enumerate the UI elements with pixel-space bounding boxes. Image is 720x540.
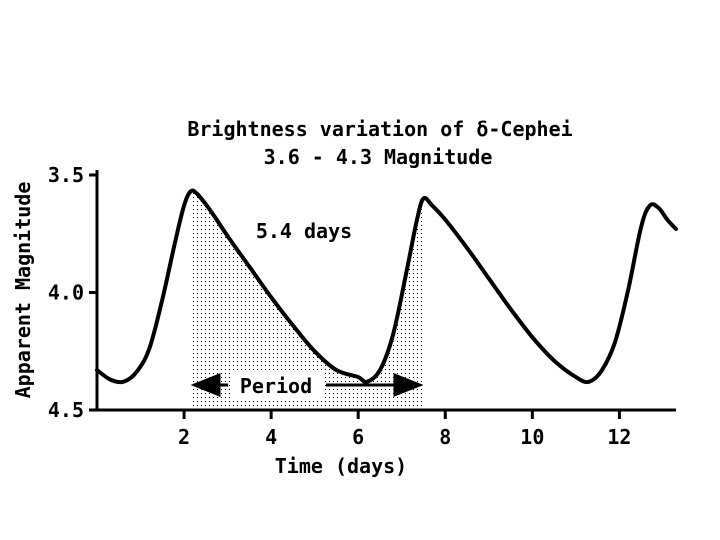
series-line-brightness bbox=[95, 188, 678, 385]
y-tick-label: 4.0 bbox=[48, 281, 84, 305]
y-axis-title: Apparent Magnitude bbox=[11, 182, 35, 399]
x-tick-label: 4 bbox=[265, 425, 277, 449]
y-tick-label: 4.5 bbox=[48, 398, 84, 422]
period-label-backdrop bbox=[230, 371, 322, 399]
period-value-label: 5.4 days bbox=[256, 219, 352, 243]
x-tick-label: 12 bbox=[607, 425, 631, 449]
x-tick-label: 2 bbox=[178, 425, 190, 449]
chart-title: Brightness variation of δ-Cephei bbox=[187, 117, 572, 141]
x-axis-title: Time (days) bbox=[275, 454, 407, 478]
y-tick-label: 3.5 bbox=[48, 163, 84, 187]
y-axis-ticks: 3.5 4.0 4.5 bbox=[48, 163, 97, 422]
period-shaded-area bbox=[190, 191, 424, 410]
chart-subtitle: 3.6 - 4.3 Magnitude bbox=[264, 145, 493, 169]
x-tick-label: 6 bbox=[352, 425, 364, 449]
period-label: Period bbox=[240, 374, 312, 398]
x-tick-label: 10 bbox=[520, 425, 544, 449]
x-axis-ticks: 2 4 6 8 10 12 bbox=[178, 410, 631, 449]
x-tick-label: 8 bbox=[439, 425, 451, 449]
